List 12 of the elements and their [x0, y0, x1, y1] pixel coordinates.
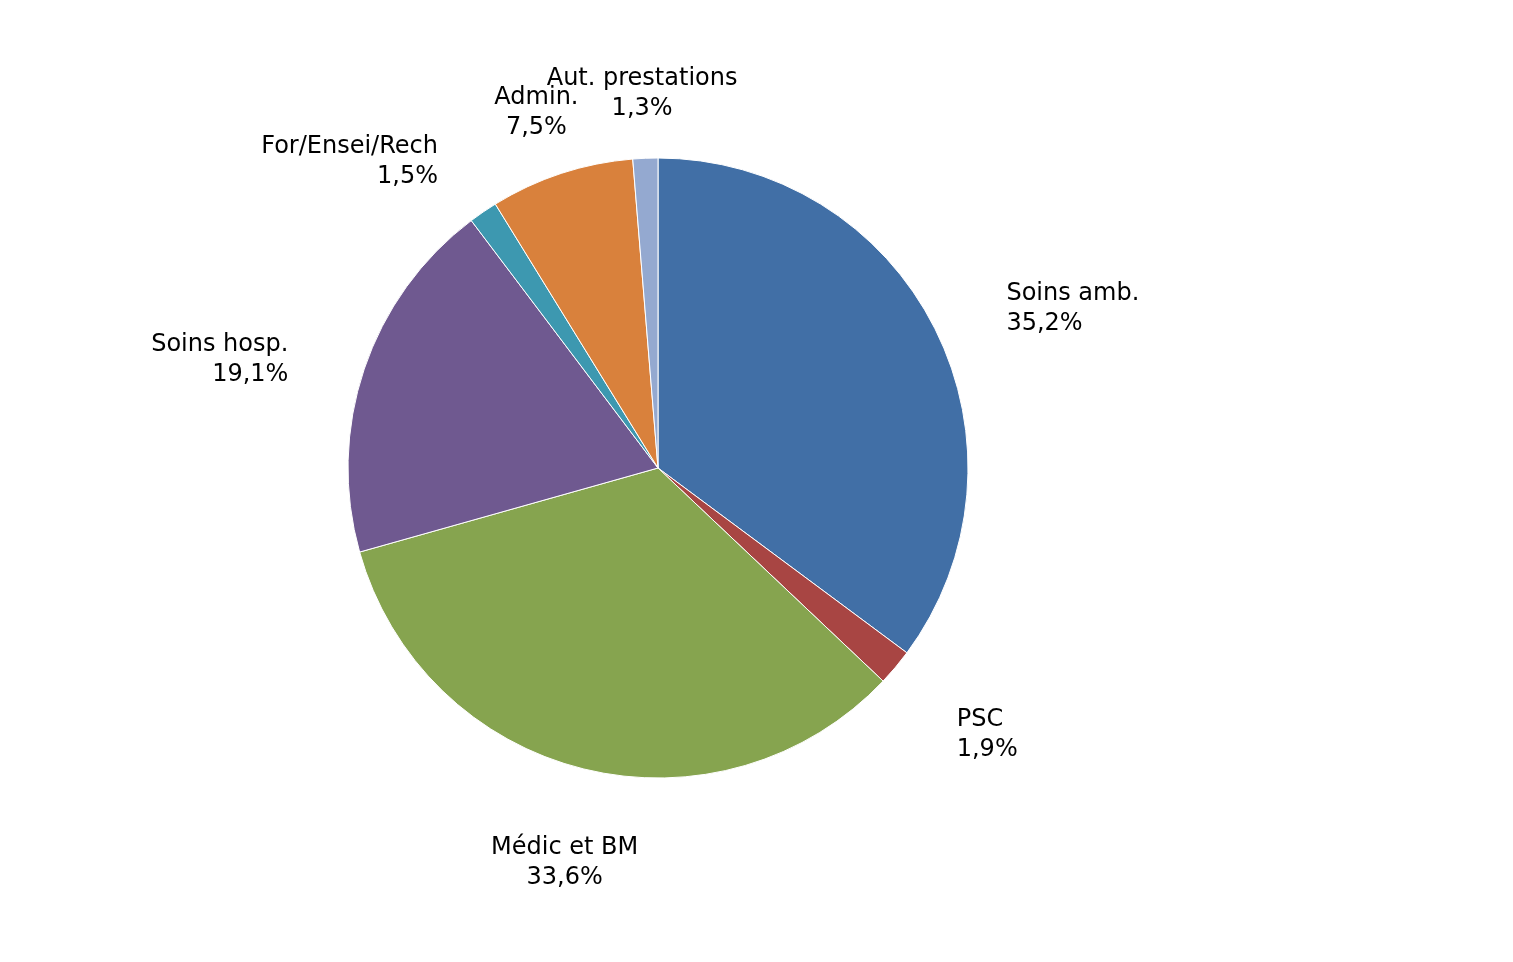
- data-label: 1,9%: [956, 733, 1018, 762]
- slice-label: Soins amb.: [1006, 277, 1140, 306]
- data-label: 7,5%: [505, 112, 567, 141]
- data-label: 1,3%: [611, 93, 673, 122]
- data-label: 33,6%: [526, 861, 603, 890]
- data-label: 1,5%: [376, 161, 438, 189]
- slice-label: PSC: [956, 703, 1004, 732]
- data-label: 19,1%: [212, 358, 289, 387]
- data-label: 35,2%: [1006, 307, 1083, 336]
- slice-label: Médic et BM: [491, 831, 639, 860]
- slice-label: Soins hosp.: [151, 328, 289, 357]
- slice-label: For/Ensei/Rech: [261, 131, 438, 159]
